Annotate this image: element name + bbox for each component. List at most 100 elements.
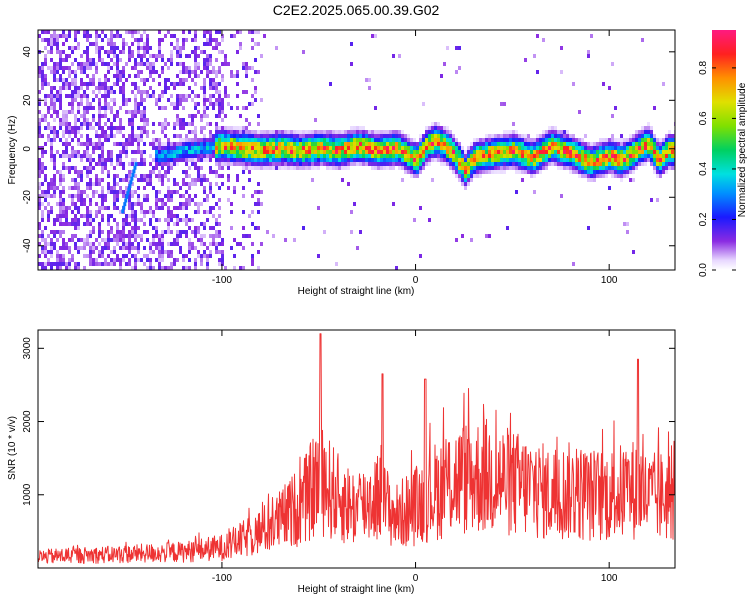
heatmap-cell <box>527 162 530 166</box>
heatmap-cell <box>416 166 419 170</box>
heatmap-cell <box>161 174 164 178</box>
heatmap-cell <box>173 258 176 262</box>
heatmap-cell <box>152 78 155 82</box>
heatmap-cell <box>506 130 509 134</box>
heatmap-cell <box>215 46 218 50</box>
heatmap-cell <box>59 94 62 98</box>
heatmap-cell <box>302 50 305 54</box>
heatmap-cell <box>218 50 221 54</box>
heatmap-cell <box>170 210 173 214</box>
heatmap-cell <box>644 126 647 130</box>
heatmap-cell <box>587 178 590 182</box>
heatmap-cell <box>119 118 122 122</box>
heatmap-cell <box>260 158 263 162</box>
heatmap-cell <box>41 66 44 70</box>
heatmap-cell <box>200 202 203 206</box>
heatmap-cell <box>53 182 56 186</box>
heatmap-cell <box>266 130 269 134</box>
heatmap-cell <box>269 134 272 138</box>
heatmap-cell <box>626 230 629 234</box>
heatmap-cell <box>86 234 89 238</box>
heatmap-cell <box>431 146 434 150</box>
heatmap-cell <box>224 130 227 134</box>
heatmap-cell <box>515 150 518 154</box>
heatmap-cell <box>107 126 110 130</box>
heatmap-cell <box>164 202 167 206</box>
heatmap-cell <box>143 78 146 82</box>
heatmap-cell <box>566 138 569 142</box>
heatmap-cell <box>59 58 62 62</box>
heatmap-cell <box>167 178 170 182</box>
heatmap-cell <box>209 102 212 106</box>
heatmap-cell <box>194 58 197 62</box>
heatmap-cell <box>554 154 557 158</box>
heatmap-cell <box>461 234 464 238</box>
heatmap-cell <box>152 62 155 66</box>
heatmap-cell <box>611 154 614 158</box>
heatmap-cell <box>215 154 218 158</box>
heatmap-cell <box>41 194 44 198</box>
heatmap-cell <box>419 138 422 142</box>
heatmap-cell <box>209 98 212 102</box>
heatmap-cell <box>599 146 602 150</box>
heatmap-cell <box>419 146 422 150</box>
heatmap-cell <box>101 238 104 242</box>
heatmap-cell <box>485 134 488 138</box>
heatmap-cell <box>179 62 182 66</box>
heatmap-cell <box>53 66 56 70</box>
heatmap-cell <box>338 134 341 138</box>
heatmap-cell <box>203 234 206 238</box>
heatmap-cell <box>404 134 407 138</box>
heatmap-cell <box>521 138 524 142</box>
heatmap-cell <box>491 146 494 150</box>
heatmap-cell <box>122 74 125 78</box>
heatmap-cell <box>89 142 92 146</box>
x-tick-label: 0 <box>413 573 419 584</box>
heatmap-cell <box>173 158 176 162</box>
heatmap-cell <box>254 162 257 166</box>
heatmap-cell <box>110 238 113 242</box>
heatmap-cell <box>71 166 74 170</box>
heatmap-cell <box>380 150 383 154</box>
heatmap-cell <box>80 70 83 74</box>
heatmap-cell <box>83 266 86 270</box>
heatmap-cell <box>449 162 452 166</box>
heatmap-cell <box>50 98 53 102</box>
heatmap-cell <box>140 102 143 106</box>
heatmap-cell <box>650 142 653 146</box>
heatmap-cell <box>158 38 161 42</box>
heatmap-cell <box>629 146 632 150</box>
heatmap-cell <box>461 150 464 154</box>
heatmap-cell <box>602 170 605 174</box>
heatmap-cell <box>62 78 65 82</box>
heatmap-cell <box>446 158 449 162</box>
heatmap-cell <box>194 94 197 98</box>
heatmap-cell <box>233 266 236 270</box>
heatmap-cell <box>125 30 128 34</box>
heatmap-cell <box>611 142 614 146</box>
heatmap-cell <box>137 102 140 106</box>
heatmap-cell <box>278 142 281 146</box>
heatmap-cell <box>95 62 98 66</box>
heatmap-cell <box>128 134 131 138</box>
heatmap-cell <box>80 246 83 250</box>
heatmap-cell <box>167 254 170 258</box>
heatmap-cell <box>260 202 263 206</box>
heatmap-cell <box>371 138 374 142</box>
heatmap-cell <box>113 142 116 146</box>
heatmap-cell <box>662 138 665 142</box>
heatmap-cell <box>605 170 608 174</box>
heatmap-cell <box>641 130 644 134</box>
heatmap-cell <box>74 118 77 122</box>
heatmap-cell <box>356 130 359 134</box>
heatmap-cell <box>50 262 53 266</box>
heatmap-cell <box>107 246 110 250</box>
heatmap-cell <box>134 102 137 106</box>
heatmap-cell <box>197 226 200 230</box>
heatmap-cell <box>209 58 212 62</box>
heatmap-cell <box>200 118 203 122</box>
heatmap-cell <box>104 34 107 38</box>
heatmap-cell <box>86 102 89 106</box>
heatmap-cell <box>92 78 95 82</box>
